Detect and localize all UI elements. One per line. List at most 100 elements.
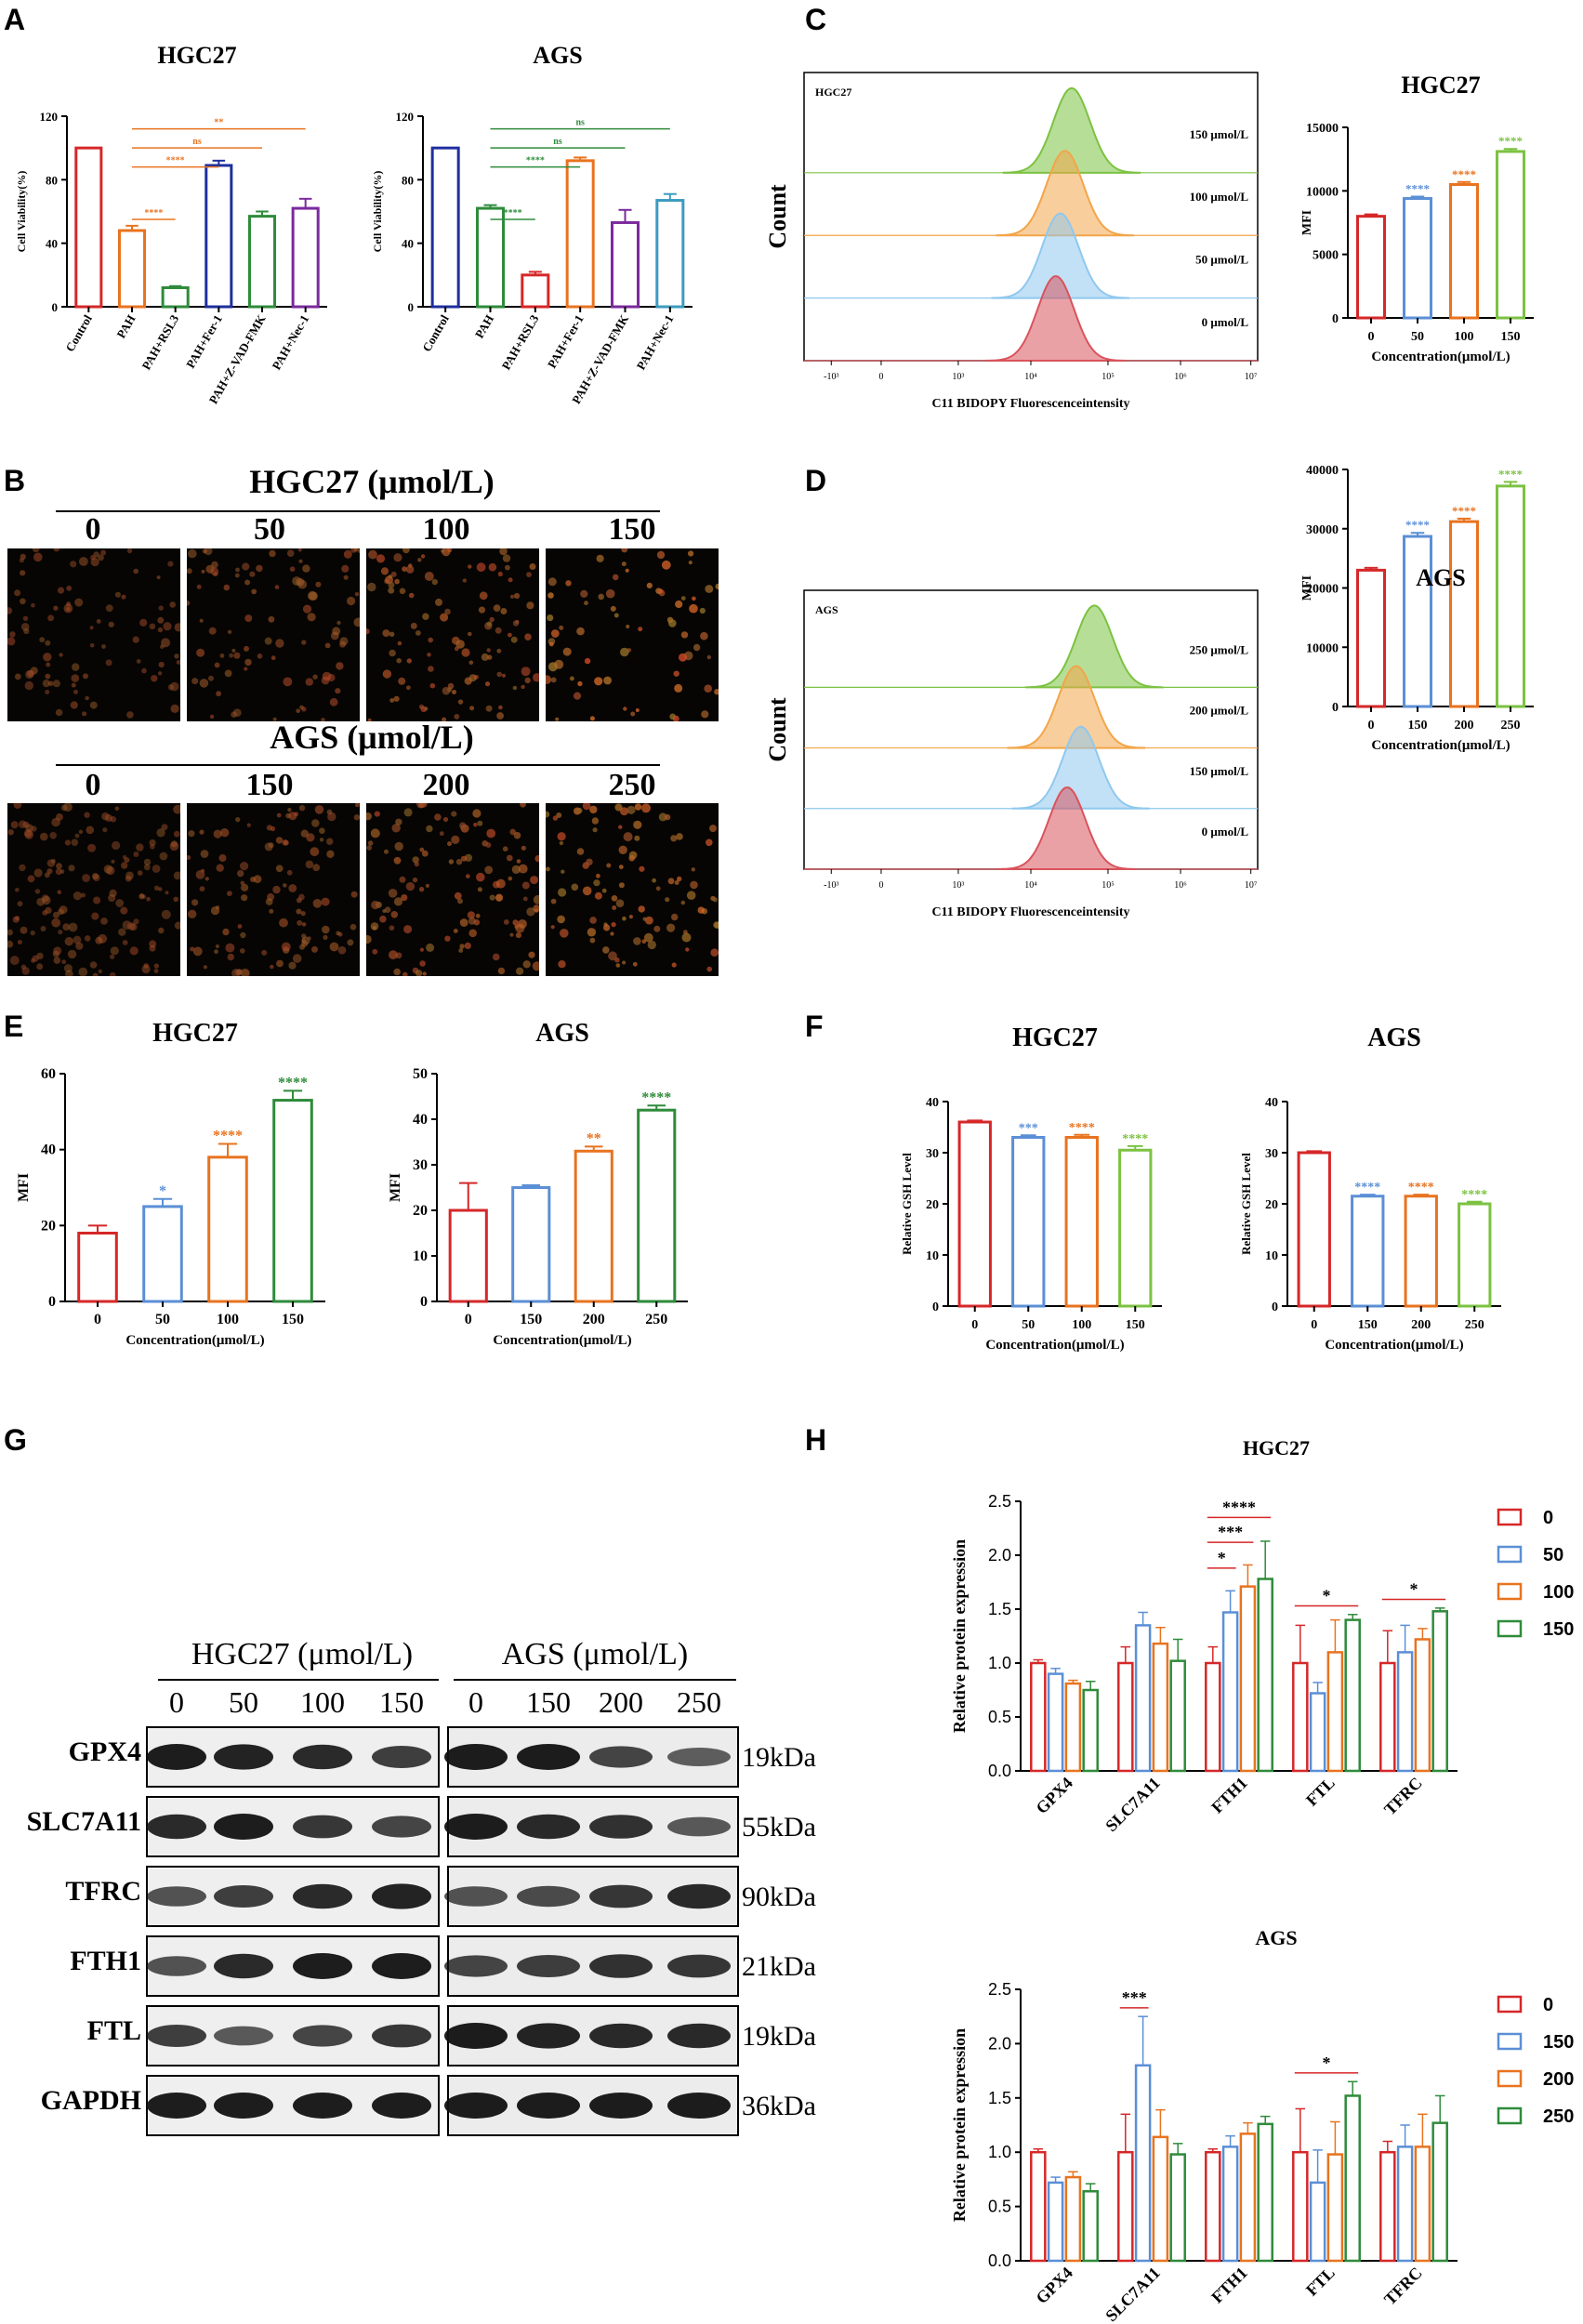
cell: [389, 950, 398, 960]
cell: [242, 562, 250, 571]
flow-peak-label: 0 μmol/L: [1202, 315, 1249, 329]
cell: [253, 875, 262, 883]
cell: [191, 678, 199, 685]
cell: [52, 680, 60, 688]
cell: [706, 654, 711, 660]
cell: [606, 863, 612, 868]
cell: [132, 636, 139, 643]
cell: [426, 825, 433, 833]
bar: [1403, 197, 1432, 320]
legend-swatch: [1497, 1545, 1523, 1564]
cell: [89, 626, 94, 630]
cell: [667, 878, 675, 885]
cell: [451, 835, 460, 844]
cell: [42, 910, 48, 916]
cell: [192, 946, 203, 957]
cell: [464, 942, 471, 949]
cell: [149, 838, 156, 847]
bar: [1169, 2153, 1186, 2263]
dose-label: 150: [246, 768, 294, 802]
cell: [133, 852, 139, 857]
cell: [546, 811, 550, 818]
cell: [51, 918, 61, 928]
cell: [586, 858, 593, 865]
blot-band: [293, 1953, 352, 1979]
cell: [286, 549, 295, 557]
cell: [374, 811, 380, 817]
cell: [620, 807, 628, 816]
flow-x-tick-label: 10⁶: [1174, 880, 1187, 891]
cell: [420, 554, 426, 559]
blot-band: [444, 1886, 508, 1907]
cell: [122, 854, 127, 860]
x-tick-label: 50: [1411, 330, 1424, 344]
cell: [641, 803, 651, 813]
flow-histogram: [986, 274, 1126, 362]
y-tick-label: 2.5: [988, 1492, 1011, 1511]
bar: [1344, 1618, 1361, 1773]
blot-protein-label: FTH1: [70, 1946, 141, 1976]
y-tick-label: 40: [926, 1096, 939, 1110]
cell: [72, 663, 80, 671]
bar: [1257, 2122, 1273, 2263]
flow-peak-label: 150 μmol/L: [1190, 764, 1249, 778]
cell: [518, 919, 527, 929]
flow-x-tick-label: 10⁴: [1024, 880, 1037, 891]
cell: [157, 627, 164, 633]
cell: [87, 843, 97, 852]
bar: [1117, 2150, 1134, 2263]
cell: [319, 827, 325, 834]
cell: [136, 659, 141, 664]
blot-band: [372, 1883, 431, 1909]
cell: [442, 686, 451, 695]
cell: [526, 601, 534, 610]
cell: [488, 562, 497, 572]
cell: [237, 869, 244, 878]
cell: [7, 607, 13, 614]
cell: [393, 553, 402, 562]
bar: [1396, 1651, 1414, 1773]
cell: [638, 905, 645, 913]
cell: [118, 928, 126, 936]
cell: [589, 917, 597, 924]
cell: [15, 888, 20, 892]
y-tick-label: 1.5: [988, 1600, 1011, 1618]
cell: [70, 701, 78, 709]
bar: [574, 1149, 613, 1303]
cell: [460, 855, 468, 862]
cell: [533, 894, 539, 905]
cell: [17, 940, 22, 944]
cell: [73, 891, 82, 901]
cell: [244, 614, 253, 623]
blot-band: [444, 2093, 508, 2119]
cell: [86, 825, 95, 835]
cell: [169, 681, 179, 692]
cell: [249, 571, 256, 577]
y-tick-label: 120: [40, 110, 59, 124]
cell: [156, 828, 165, 838]
cell: [457, 898, 463, 905]
x-tick-label: TFRC: [1380, 1774, 1426, 1819]
cell: [393, 856, 402, 865]
bar: [207, 1155, 248, 1303]
bar: [1404, 1195, 1438, 1308]
cell: [350, 891, 358, 898]
significance-label: *: [159, 1183, 166, 1199]
cell: [269, 908, 274, 914]
legend-label: 100: [1543, 1582, 1574, 1603]
cell: [329, 942, 339, 952]
x-tick-label: 200: [1455, 719, 1474, 733]
cell: [562, 647, 572, 656]
cell: [468, 631, 472, 637]
bar: [1458, 1202, 1492, 1308]
cell: [122, 940, 128, 945]
x-tick-label: GPX4: [1032, 2264, 1075, 2307]
cell: [190, 946, 195, 952]
cell: [279, 918, 288, 928]
cell: [240, 948, 245, 954]
cell: [485, 842, 492, 848]
cell: [697, 906, 705, 914]
cell: [498, 705, 503, 710]
cell: [605, 588, 615, 599]
bar: [247, 215, 277, 309]
